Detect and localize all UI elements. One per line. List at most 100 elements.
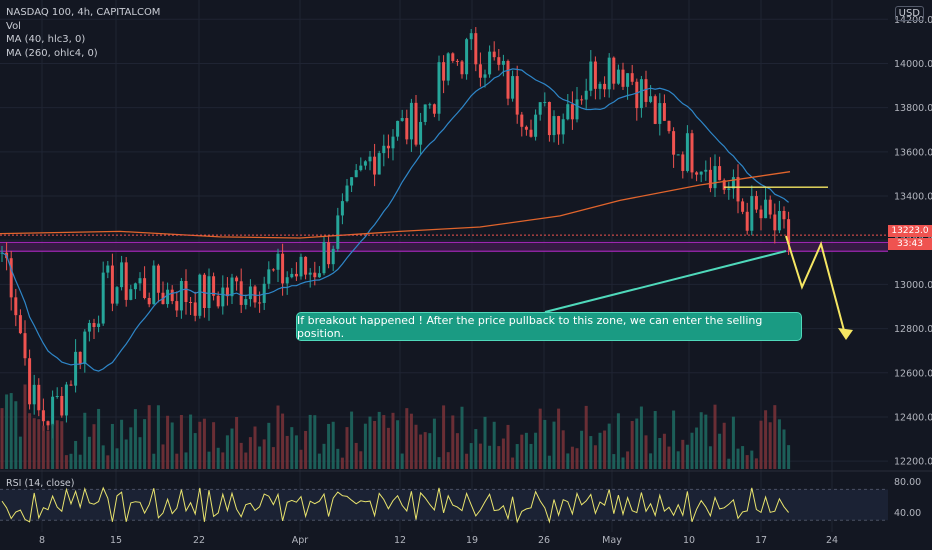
- volume-bar: [336, 448, 340, 469]
- volume-bar: [92, 424, 96, 469]
- volume-bar: [455, 433, 459, 469]
- volume-bar: [575, 448, 579, 469]
- volume-bar: [124, 439, 128, 469]
- volume-bar: [147, 405, 151, 469]
- candle-body: [773, 214, 777, 231]
- ma40-line: [1, 68, 789, 372]
- time-tick-label: 15: [110, 535, 122, 546]
- volume-bar: [718, 433, 722, 469]
- volume-bar: [658, 437, 662, 469]
- volume-bar: [699, 412, 703, 469]
- candle-body: [745, 211, 749, 231]
- candle-body: [78, 351, 82, 364]
- annotation-callout[interactable]: If breakout happened ! After the price p…: [296, 312, 802, 341]
- candle-body: [377, 153, 381, 175]
- candle-body: [354, 170, 358, 178]
- volume-bar: [593, 445, 597, 469]
- candle-body: [253, 286, 257, 303]
- candle-body: [368, 156, 372, 162]
- candle-body: [589, 61, 593, 91]
- candle-body: [87, 322, 91, 332]
- legend-ma40[interactable]: MA (40, hlc3, 0): [6, 34, 86, 45]
- volume-bar: [28, 413, 32, 469]
- candle-body: [69, 384, 73, 386]
- volume-bar: [322, 443, 326, 469]
- candle-body: [400, 118, 404, 121]
- candle-body: [584, 90, 588, 100]
- volume-bar: [727, 458, 731, 469]
- volume-bar: [317, 453, 321, 469]
- rsi-legend[interactable]: RSI (14, close): [6, 478, 75, 489]
- volume-bar: [768, 422, 772, 469]
- price-tick-label: 13800.0: [894, 103, 932, 114]
- projection-path: [785, 235, 847, 339]
- legend-vol[interactable]: Vol: [6, 20, 21, 32]
- volume-bar: [713, 404, 717, 469]
- candle-body: [750, 196, 754, 231]
- volume-bar: [216, 447, 220, 469]
- candle-body: [9, 258, 13, 298]
- symbol-title[interactable]: NASDAQ 100, 4h, CAPITALCOM: [6, 7, 161, 18]
- volume-bar: [359, 451, 363, 469]
- time-tick-label: May: [602, 535, 622, 546]
- candle-body: [391, 136, 395, 149]
- volume-bar: [133, 409, 137, 469]
- volume-bar: [451, 415, 455, 469]
- volume-bar: [731, 416, 735, 469]
- time-tick-label: 10: [683, 535, 695, 546]
- volume-bar: [432, 418, 436, 469]
- candle-body: [635, 81, 639, 109]
- volume-bar: [294, 435, 298, 469]
- volume-bar: [787, 445, 791, 469]
- currency-button[interactable]: USD: [894, 6, 924, 21]
- candle-body: [676, 154, 680, 156]
- volume-bar: [244, 452, 248, 469]
- candle-body: [124, 262, 128, 300]
- candle-body: [727, 188, 731, 190]
- volume-bar: [179, 415, 183, 469]
- volume-bar: [290, 427, 294, 469]
- candle-body: [170, 289, 174, 302]
- rsi-tick-label: 40.00: [894, 508, 921, 519]
- volume-bar: [676, 451, 680, 469]
- volume-bar: [478, 443, 482, 469]
- candle-body: [575, 99, 579, 120]
- time-tick-label: 22: [193, 535, 205, 546]
- volume-bar: [129, 427, 133, 469]
- candle-body: [446, 53, 450, 81]
- candle-body: [285, 277, 289, 284]
- volume-bar: [368, 416, 372, 469]
- volume-bar: [37, 419, 41, 469]
- volume-bar: [598, 432, 602, 469]
- candles-group: [0, 27, 791, 439]
- candle-body: [97, 323, 101, 328]
- candle-body: [722, 180, 726, 190]
- candle-body: [212, 276, 216, 296]
- volume-bar: [529, 443, 533, 469]
- candle-body: [626, 73, 630, 87]
- candle-body: [18, 315, 22, 334]
- volume-bar: [331, 421, 335, 469]
- time-tick-label: 12: [394, 535, 406, 546]
- volume-bar: [14, 401, 18, 469]
- candle-body: [290, 273, 294, 278]
- candle-body: [239, 281, 243, 305]
- volume-bar: [41, 425, 45, 469]
- volume-bar: [350, 411, 354, 469]
- volume-bar: [327, 423, 331, 469]
- candle-body: [442, 62, 446, 81]
- volume-bar: [557, 408, 561, 469]
- volume-bar: [354, 442, 358, 469]
- candle-body: [225, 287, 229, 297]
- candle-body: [488, 51, 492, 75]
- volume-bar: [377, 411, 381, 469]
- candle-body: [152, 265, 156, 305]
- candle-body: [662, 103, 666, 121]
- volume-bar: [225, 435, 229, 469]
- legend-ma260[interactable]: MA (260, ohlc4, 0): [6, 47, 98, 59]
- volume-bar: [672, 410, 676, 469]
- volume-bar: [156, 405, 160, 469]
- candle-body: [754, 196, 758, 210]
- candle-body: [258, 302, 262, 304]
- candle-body: [621, 69, 625, 87]
